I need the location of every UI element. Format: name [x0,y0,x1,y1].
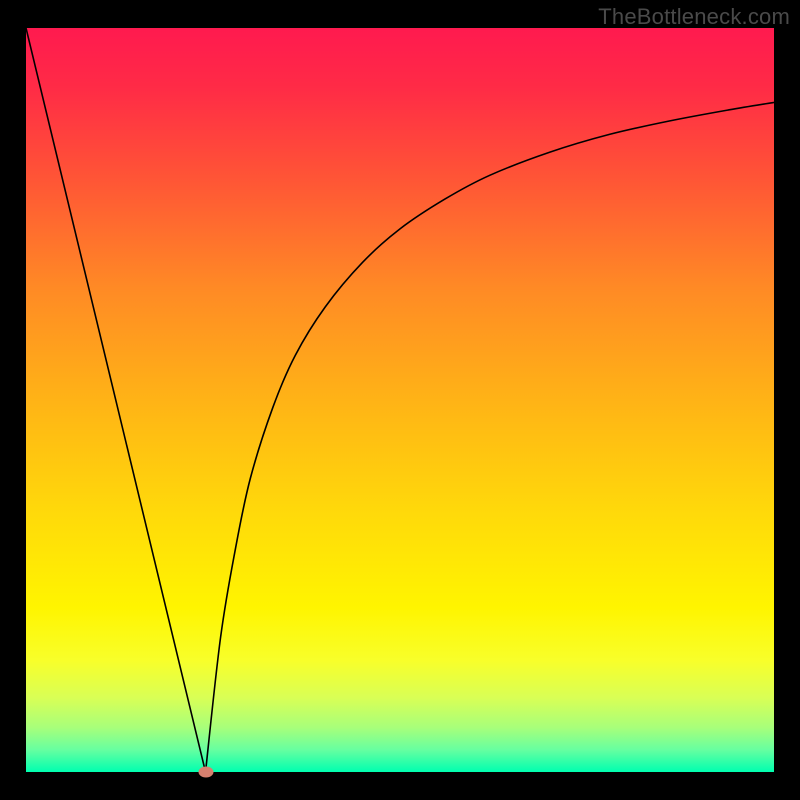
minimum-marker [198,767,213,778]
watermark-text: TheBottleneck.com [598,4,790,30]
bottleneck-curve [26,28,774,772]
chart-container: TheBottleneck.com [0,0,800,800]
plot-area [26,28,774,772]
